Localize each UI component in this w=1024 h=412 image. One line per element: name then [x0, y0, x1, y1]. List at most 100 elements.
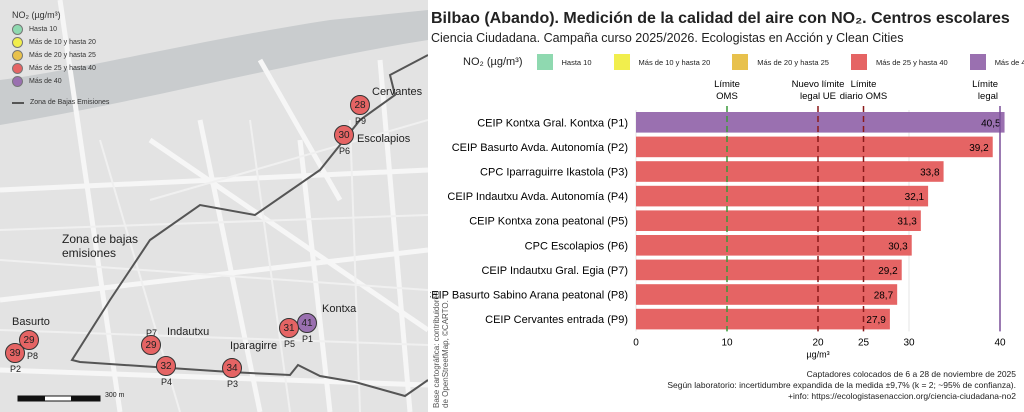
scale-label: 300 m: [105, 392, 125, 399]
reference-label: OMS: [716, 91, 738, 102]
map-legend-item: Más de 25 y hasta 40: [12, 62, 109, 75]
bar: [636, 161, 944, 182]
reference-label: Nuevo límite: [792, 79, 845, 90]
marker-id: P5: [284, 339, 296, 349]
legend-label: Hasta 10: [561, 57, 592, 67]
legend-label: Más de 25 y hasta 40: [875, 57, 948, 67]
marker-P5[interactable]: 31: [279, 318, 299, 338]
area-label: Escolapios: [357, 133, 411, 145]
x-tick-label: 0: [633, 337, 639, 348]
reference-label: legal UE: [800, 91, 836, 102]
footer-line: Captadores colocados de 6 a 28 de noviem…: [806, 369, 1016, 379]
marker-P2[interactable]: 39: [5, 343, 25, 363]
bar: [636, 284, 898, 305]
legend-label: Más de 40: [994, 57, 1024, 67]
chart-legend-item: Más de 25 y hasta 40: [850, 54, 948, 70]
marker-id: P2: [10, 364, 22, 374]
marker-id: P6: [339, 146, 351, 156]
value-label: 29,2: [878, 266, 898, 277]
legend-swatch: [536, 54, 553, 70]
legend-label: Más de 10 y hasta 20: [29, 39, 96, 46]
legend-label: Hasta 10: [29, 26, 58, 33]
category-label: CEIP Basurto Sabino Arana peatonal (P8): [430, 290, 628, 302]
map-legend-item: Más de 40: [12, 75, 109, 88]
legend-swatch: [732, 54, 749, 70]
bar: [636, 210, 921, 231]
map-legend-title: NO₂ (µg/m³): [12, 10, 61, 20]
legend-label: Más de 40: [29, 78, 62, 85]
reference-label: legal: [978, 91, 998, 102]
bar: [636, 308, 890, 330]
area-label: Indautxu: [167, 326, 210, 338]
legend-swatch: [850, 54, 867, 70]
footer-link[interactable]: +info: https://ecologistasenaccion.org/c…: [788, 391, 1016, 401]
chart-title: Bilbao (Abando). Medición de la calidad …: [431, 10, 1010, 27]
marker-id: P9: [355, 116, 367, 126]
chart-legend: NO₂ (µg/m³) Hasta 10 Más de 10 y hasta 20…: [430, 54, 1024, 70]
footer: Captadores colocados de 6 a 28 de noviem…: [667, 369, 1016, 402]
marker-id: P3: [227, 379, 239, 389]
map-legend: NO₂ (µg/m³) Hasta 10 Más de 10 y hasta 20…: [12, 10, 109, 109]
value-label: 30,3: [888, 241, 908, 252]
map-legend-item: Más de 10 y hasta 20: [12, 36, 109, 49]
marker-id: P7: [146, 328, 158, 338]
zone-line-icon: [12, 101, 24, 104]
reference-label: Límite: [714, 79, 740, 90]
marker-P1[interactable]: 41: [297, 313, 317, 333]
x-tick-label: 25: [858, 337, 870, 348]
category-label: CPC Iparraguirre Ikastola (P3): [480, 167, 628, 179]
legend-label: Más de 25 y hasta 40: [29, 65, 96, 72]
x-tick-label: 30: [903, 337, 915, 348]
value-label: 40,5: [981, 118, 1001, 129]
marker-P6[interactable]: 30: [334, 125, 354, 145]
scale-bar: [17, 395, 101, 402]
reference-label: Límite: [972, 79, 998, 90]
area-label: Iparagirre: [230, 340, 278, 352]
zone-label: Zona de bajas emisiones: [62, 232, 139, 260]
legend-label: Más de 20 y hasta 25: [757, 57, 829, 67]
value-label: 31,3: [897, 217, 917, 228]
bar: [636, 185, 929, 207]
marker-id: P4: [161, 377, 173, 387]
marker-id: P8: [27, 351, 39, 361]
chart-legend-item: Más de 10 y hasta 20: [613, 54, 710, 70]
marker-P8[interactable]: 29: [19, 330, 39, 350]
category-label: CEIP Kontxa zona peatonal (P5): [469, 216, 628, 228]
legend-dot-icon: [12, 50, 23, 61]
x-axis-label: µg/m³: [806, 349, 829, 359]
chart-legend-title: NO₂ (µg/m³): [463, 56, 523, 68]
bar: [636, 235, 912, 256]
legend-dot-icon: [12, 63, 23, 74]
chart-legend-item: Más de 40: [969, 54, 1024, 70]
reference-label: diario OMS: [840, 91, 888, 102]
category-label: CEIP Cervantes entrada (P9): [485, 314, 628, 326]
category-label: CEIP Indautxu Avda. Autonomía (P4): [447, 191, 628, 203]
value-label: 39,2: [969, 143, 989, 154]
reference-label: Límite: [851, 79, 877, 90]
x-tick-label: 20: [812, 337, 824, 348]
map-legend-item: Más de 20 y hasta 25: [12, 49, 109, 62]
x-tick-label: 10: [721, 337, 733, 348]
area-label: Kontxa: [322, 303, 357, 315]
bar: [636, 259, 902, 281]
marker-P9[interactable]: 28: [350, 95, 370, 115]
area-label: Cervantes: [372, 86, 423, 98]
legend-swatch: [969, 54, 986, 70]
legend-label: Más de 20 y hasta 25: [29, 52, 96, 59]
legend-dot-icon: [12, 37, 23, 48]
map-base: [0, 0, 428, 412]
map[interactable]: NO₂ (µg/m³) Hasta 10 Más de 10 y hasta 20…: [0, 0, 428, 412]
legend-swatch: [613, 54, 630, 70]
category-label: CEIP Kontxa Gral. Kontxa (P1): [477, 117, 628, 129]
marker-id: P1: [302, 334, 314, 344]
bar-plot: CEIP Kontxa Gral. Kontxa (P1) 40,5 CEIP Ba…: [430, 79, 1006, 359]
legend-dot-icon: [12, 76, 23, 87]
x-tick-label: 40: [994, 337, 1006, 348]
marker-P7[interactable]: 29: [141, 335, 161, 355]
value-label: 27,9: [866, 315, 886, 326]
marker-P4[interactable]: 32: [156, 356, 176, 376]
footer-line: Según laboratorio: incertidumbre expandi…: [667, 380, 1016, 390]
chart-legend-item: Más de 20 y hasta 25: [732, 54, 829, 70]
zone-legend-label: Zona de Bajas Emisiones: [30, 99, 110, 106]
marker-P3[interactable]: 34: [222, 358, 242, 378]
